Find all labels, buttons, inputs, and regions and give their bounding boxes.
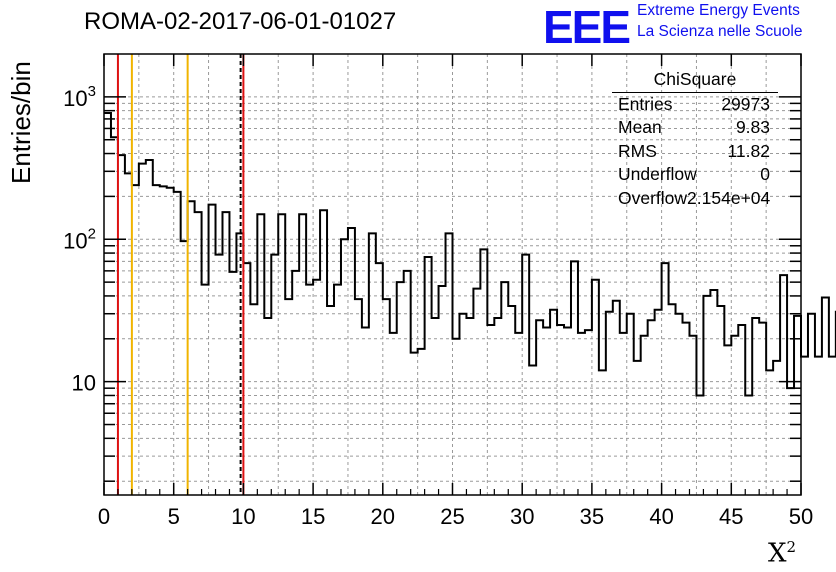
y-axis-label: Entries/bin (6, 61, 36, 184)
axes: 0 5 10 15 20 25 30 35 40 45 50 10 102 103 (63, 54, 813, 529)
logo-line-1: Extreme Energy Events (637, 2, 800, 19)
x-tick-label: 0 (98, 504, 110, 529)
x-tick-label: 30 (510, 504, 534, 529)
x-tick-label: 25 (440, 504, 464, 529)
y-tick-label: 102 (63, 225, 96, 253)
stats-title: ChiSquare (612, 68, 778, 93)
stats-row: Entries 29973 (618, 93, 770, 114)
stats-row: Underflow 0 (618, 164, 770, 184)
x-tick-label: 5 (168, 504, 180, 529)
stats-row: Mean 9.83 (618, 117, 770, 137)
y-tick-label: 103 (63, 83, 96, 111)
reference-lines (116, 54, 245, 495)
x-tick-label: 10 (231, 504, 255, 529)
y-tick-label: 10 (72, 371, 96, 396)
x-tick-label: 35 (580, 504, 604, 529)
chart-title: ROMA-02-2017-06-01-01027 (84, 8, 397, 35)
x-tick-label: 15 (301, 504, 325, 529)
logo-line-2: La Scienza nelle Scuole (637, 23, 803, 40)
x-axis-label: X2 (768, 538, 797, 569)
stats-box: ChiSquare Entries 29973 Mean 9.83 RMS 11.82… (612, 68, 778, 210)
eee-logo: EEE (543, 1, 631, 53)
stats-row: RMS 11.82 (618, 140, 770, 161)
x-tick-label: 45 (719, 504, 743, 529)
stats-row: Overflow 2.154e+04 (618, 187, 771, 208)
x-tick-label: 20 (371, 504, 395, 529)
x-tick-label: 40 (649, 504, 673, 529)
x-tick-label: 50 (789, 504, 813, 529)
